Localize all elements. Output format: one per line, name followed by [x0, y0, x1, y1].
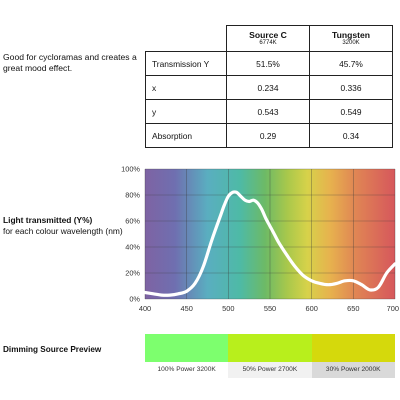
cell-value: 0.549 — [309, 99, 393, 124]
x-tick-label: 700 — [387, 304, 399, 313]
source-name: Source C — [249, 30, 287, 40]
row-label: Absorption — [145, 123, 227, 148]
cell-value: 0.543 — [226, 99, 310, 124]
x-tick-label: 400 — [139, 304, 151, 313]
cell-value: 0.34 — [309, 123, 393, 148]
dimming-title: Dimming Source Preview — [3, 345, 102, 354]
dimming-swatch — [145, 334, 229, 362]
filter-description: Good for cycloramas and creates a great … — [3, 52, 137, 73]
x-tick-label: 450 — [180, 304, 192, 313]
x-tick-label: 500 — [222, 304, 234, 313]
y-tick-label: 0% — [129, 295, 140, 304]
cell-value: 0.29 — [226, 123, 310, 148]
cell-value: 0.336 — [309, 75, 393, 100]
specs-table: Source C 6774K Tungsten 3200K Transmissi… — [145, 25, 393, 148]
dimming-swatch-label: 30% Power 2000K — [311, 362, 395, 378]
row-label: y — [145, 99, 227, 124]
table-row: Absorption 0.29 0.34 — [145, 123, 393, 148]
transmission-chart: 0% 20% 40% 60% 80% 100% 400 450 500 550 600 650 700 — [121, 165, 399, 314]
row-label: x — [145, 75, 227, 100]
source-temp: 6774K — [259, 40, 277, 46]
table-corner — [146, 26, 227, 52]
chart-title-block: Light transmitted (Y%) for each colour w… — [3, 215, 143, 236]
x-tick-label: 600 — [305, 304, 317, 313]
transmission-line — [143, 190, 397, 297]
y-tick-label: 20% — [125, 269, 140, 278]
table-row: Transmission Y 51.5% 45.7% — [145, 51, 393, 76]
table-row: x 0.234 0.336 — [145, 75, 393, 100]
dimming-swatch-label: 50% Power 2700K — [228, 362, 312, 378]
y-tick-label: 60% — [125, 217, 140, 226]
y-axis-ticks: 0% 20% 40% 60% 80% 100% — [121, 165, 140, 304]
source-temp: 3200K — [342, 40, 360, 46]
chart-title: Light transmitted (Y%) — [3, 215, 93, 225]
source-name: Tungsten — [331, 30, 371, 40]
table-row: y 0.543 0.549 — [145, 99, 393, 124]
x-axis-ticks: 400 450 500 550 600 650 700 — [139, 304, 399, 313]
y-tick-label: 80% — [125, 191, 140, 200]
y-tick-label: 40% — [125, 243, 140, 252]
chart-subtitle: for each colour wavelength (nm) — [3, 225, 123, 236]
x-tick-label: 550 — [264, 304, 276, 313]
chart-grid — [144, 168, 396, 300]
x-tick-label: 650 — [347, 304, 359, 313]
dimming-swatch-label: 100% Power 3200K — [145, 362, 229, 378]
dimming-swatch — [311, 334, 395, 362]
cell-value: 51.5% — [226, 51, 310, 76]
cell-value: 45.7% — [309, 51, 393, 76]
cell-value: 0.234 — [226, 75, 310, 100]
y-tick-label: 100% — [121, 165, 140, 174]
source-c-header: Source C 6774K — [226, 25, 310, 52]
dimming-swatch — [228, 334, 312, 362]
tungsten-header: Tungsten 3200K — [309, 25, 393, 52]
row-label: Transmission Y — [145, 51, 227, 76]
table-header-row: Source C 6774K Tungsten 3200K — [146, 25, 393, 52]
